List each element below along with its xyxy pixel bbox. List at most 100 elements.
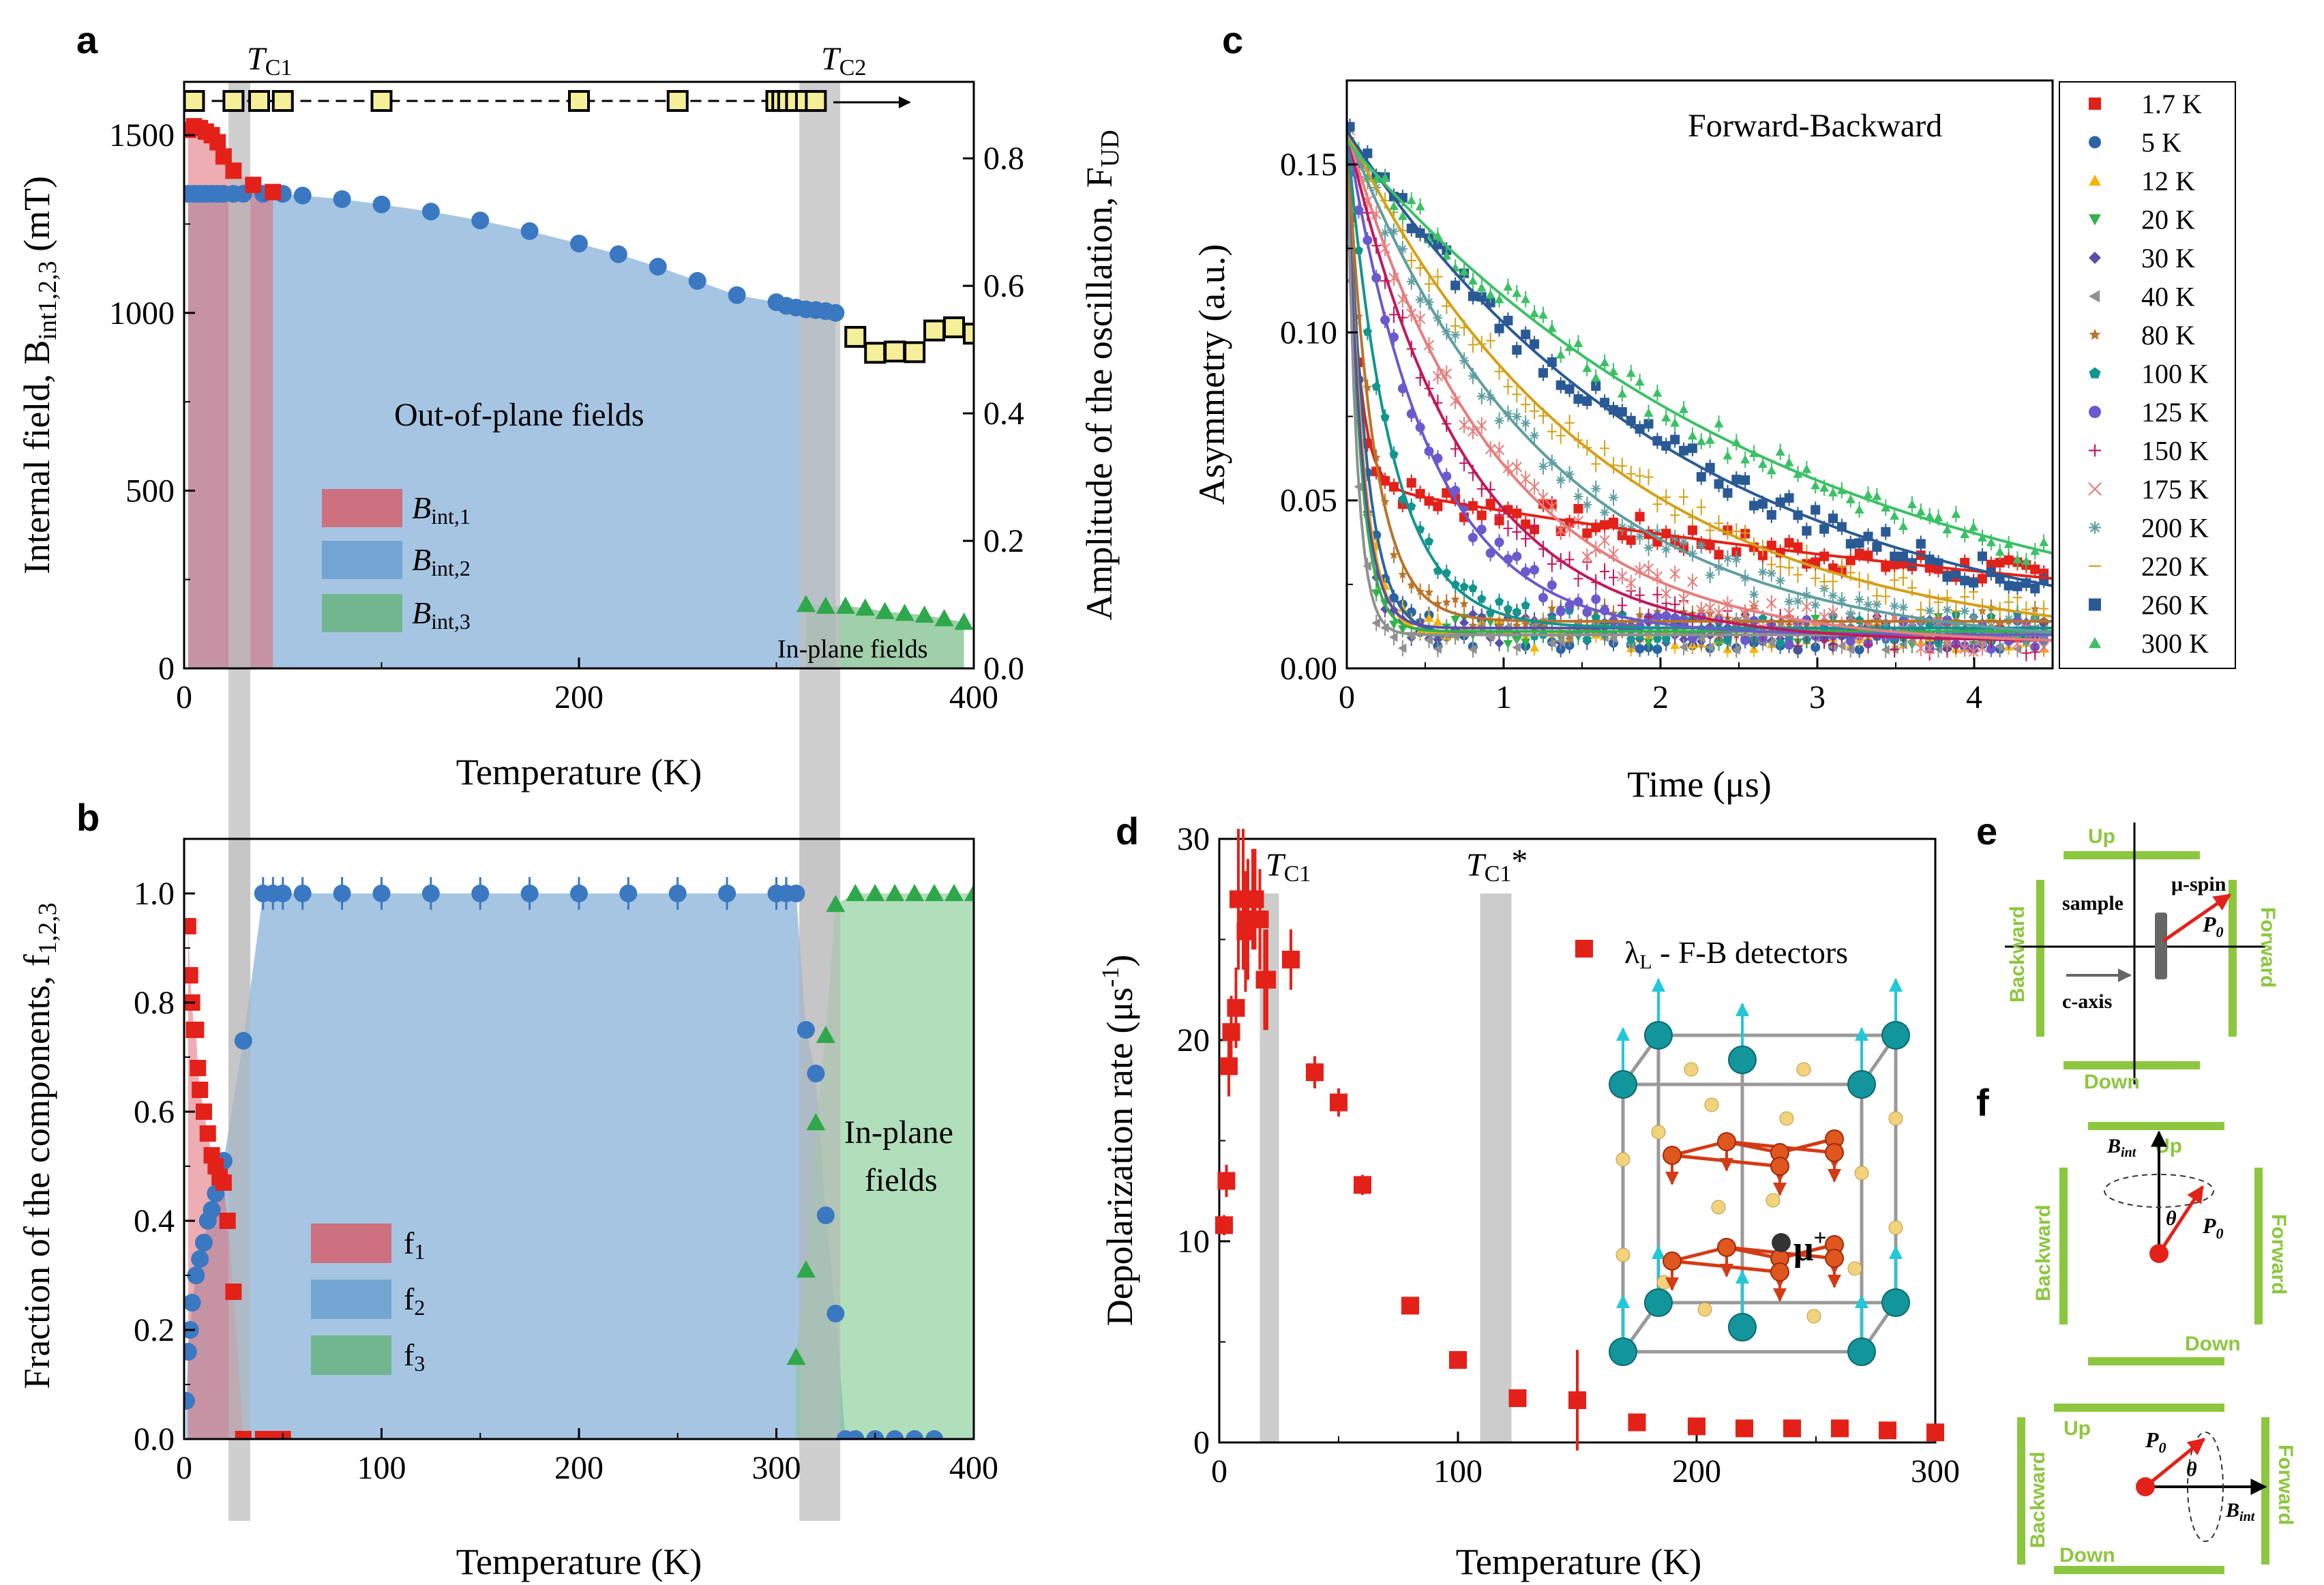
f1-detector-forward	[2254, 1168, 2263, 1324]
point-f3	[846, 884, 865, 902]
point-asym-13	[1564, 384, 1575, 394]
point-fud	[884, 340, 906, 363]
point-asym-14	[1933, 512, 1943, 522]
point-asym-13	[1969, 578, 1979, 588]
point-asym-6	[1450, 594, 1460, 604]
legend-label-8: 125 K	[2141, 397, 2209, 428]
point-f2	[796, 1021, 815, 1039]
point-asym-11	[1784, 597, 1794, 607]
point-asym-14	[1960, 529, 1970, 539]
point-asym-13	[1530, 339, 1540, 349]
point-asym-10	[1626, 578, 1637, 589]
point-asym-3	[1521, 638, 1531, 648]
point-fud	[568, 90, 590, 113]
y-tick-label: 0.00	[1280, 651, 1337, 687]
point-asym-13	[1538, 368, 1548, 378]
legend-marker-13	[2089, 598, 2101, 611]
point-lambda	[1735, 1419, 1753, 1438]
point-asym-5	[1881, 645, 1890, 655]
point-asym-0	[1609, 517, 1618, 527]
point-bint2	[609, 245, 627, 263]
point-f1	[219, 1213, 236, 1229]
point-asym-5	[1468, 645, 1477, 655]
point-f2	[191, 1250, 209, 1268]
point-asym-11	[1476, 391, 1487, 402]
legend-label-f1: f1	[404, 1226, 425, 1264]
point-asym-10	[1459, 419, 1470, 430]
f2-precession-ellipse	[2187, 1432, 2224, 1542]
point-asym-13	[1450, 280, 1461, 291]
legend-marker-6	[2089, 329, 2101, 340]
panel-d-tc1-label: TC1	[1266, 847, 1311, 887]
point-asym-14	[1775, 447, 1785, 456]
atom-teal	[1881, 1021, 1910, 1050]
point-asym-11	[1617, 522, 1627, 533]
point-asym-8	[1740, 635, 1751, 645]
point-asym-13	[1714, 479, 1724, 489]
point-f2	[718, 885, 736, 902]
fit-line-0	[1347, 130, 2053, 580]
point-asym-10	[1704, 602, 1716, 614]
panel-d-ylabel-main: Depolarization rate (μs	[1099, 988, 1140, 1327]
point-asym-0	[1573, 503, 1583, 514]
point-f1	[225, 1284, 242, 1300]
inset-atoms	[1609, 978, 1910, 1366]
point-asym-9	[1530, 521, 1540, 531]
point-asym-0	[2030, 564, 2040, 574]
x-tick-label: 100	[357, 1450, 406, 1486]
point-asym-11	[1406, 276, 1416, 286]
point-asym-5	[1766, 638, 1776, 648]
point-asym-10	[1801, 601, 1813, 612]
point-f2	[273, 885, 292, 902]
panel-a-ylabel: Internal field, Bint1,2,3 (mT)	[16, 176, 62, 574]
point-asym-14	[1890, 511, 1900, 520]
point-lambda	[1330, 1093, 1347, 1112]
x-tick-label: 0	[176, 679, 192, 715]
point-fud	[222, 90, 245, 113]
point-asym-14	[1705, 435, 1715, 444]
point-asym-7	[1477, 594, 1487, 603]
point-asym-0	[1811, 557, 1821, 567]
point-asym-5	[1433, 644, 1442, 654]
point-asym-14	[1907, 499, 1917, 509]
point-asym-11	[1450, 330, 1461, 340]
y-tick-label: 1500	[109, 117, 175, 153]
point-asym-9	[1564, 554, 1575, 565]
label-c-axis: c-axis	[2062, 990, 2112, 1013]
point-asym-13	[1749, 501, 1759, 511]
panel-d-ylabel-sup: -1	[1097, 967, 1124, 988]
point-f2	[333, 885, 351, 902]
label-up: Up	[2088, 825, 2115, 848]
point-f3	[865, 884, 885, 902]
point-asym-9	[1547, 559, 1557, 569]
atom-yellow	[1704, 1097, 1719, 1112]
legend-swatch-bint3	[322, 594, 402, 632]
point-f2	[471, 885, 490, 902]
point-asym-6	[1635, 610, 1645, 619]
f1-muon-dot	[2149, 1244, 2169, 1263]
panel-d-marks	[1215, 829, 1944, 1451]
point-asym-9	[1635, 590, 1645, 600]
point-asym-9	[1512, 527, 1522, 537]
panel-b-marks	[184, 877, 974, 1439]
point-asym-11	[1723, 553, 1733, 563]
point-f2	[293, 885, 312, 902]
legend-marker-4	[2089, 252, 2101, 264]
point-asym-13	[1766, 509, 1776, 520]
point-asym-10	[1581, 551, 1593, 562]
point-f2	[520, 885, 539, 902]
point-asym-13	[1845, 539, 1856, 549]
point-asym-13	[1696, 472, 1706, 482]
point-asym-11	[1757, 567, 1768, 577]
x-tick-label: 200	[1672, 1453, 1721, 1490]
panel-d-tc1s-t: T	[1466, 847, 1487, 883]
point-asym-13	[1977, 551, 1987, 561]
point-f2	[925, 1430, 944, 1439]
panel-c-fit-lines	[1347, 121, 2053, 642]
legend-label-bint2: Bint,2	[412, 542, 471, 580]
point-asym-5	[1705, 642, 1714, 652]
f2-p0-arrow	[2144, 1438, 2205, 1488]
point-bint3	[835, 596, 855, 614]
